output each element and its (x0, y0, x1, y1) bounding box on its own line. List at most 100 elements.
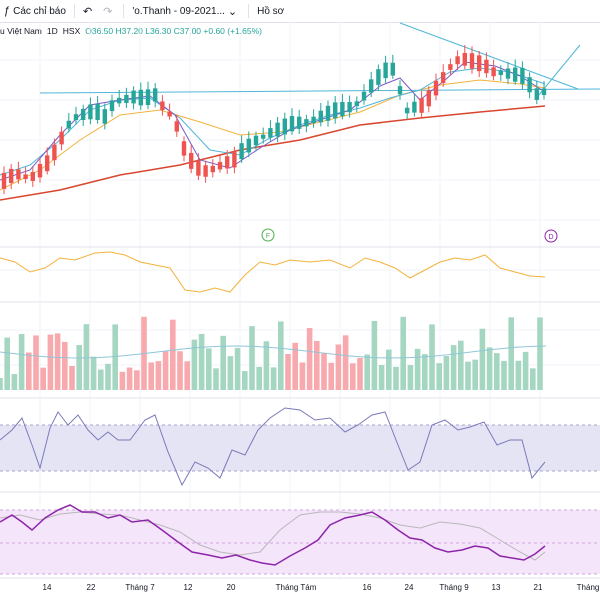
candle-body (498, 70, 503, 76)
candle-body (196, 160, 201, 176)
symbol-name[interactable]: u Việt Nam (0, 26, 42, 36)
d-marker-label: D (548, 234, 553, 241)
volume-bar (263, 341, 270, 390)
indicators-icon: ƒ (4, 5, 11, 17)
candle-body (340, 101, 345, 117)
volume-bar (537, 317, 543, 390)
volume-bar (314, 341, 320, 390)
candle-body (268, 128, 273, 138)
descending-trendline[interactable] (399, 22, 579, 90)
candle-body (117, 97, 122, 104)
volume-bar (278, 321, 284, 390)
volume-bar (479, 328, 486, 390)
volume-bar (234, 347, 241, 390)
volume-bar (191, 339, 198, 390)
candle-body (325, 105, 331, 121)
candle-body (441, 72, 446, 84)
candle-body (412, 101, 417, 113)
ma-mid-line (0, 79, 546, 191)
candle-body (95, 103, 100, 120)
candle-body (469, 53, 475, 69)
candle-body (275, 122, 280, 137)
candle-body (153, 88, 158, 102)
toolbar-divider (123, 4, 125, 18)
f-marker[interactable]: F (261, 228, 275, 242)
candle-body (282, 118, 287, 135)
volume-bar (26, 352, 32, 390)
candle-body (102, 109, 107, 124)
volume-bar (494, 353, 500, 390)
chevron-down-icon: ⌄ (227, 5, 238, 18)
candle-body (534, 88, 539, 100)
candle-body (289, 116, 295, 132)
stoch-band (0, 510, 600, 574)
time-axis[interactable]: 14 22 Tháng 7 12 20 Tháng Tám 16 24 Thán… (43, 583, 600, 592)
volume-bar (162, 351, 169, 390)
candle-body (390, 62, 395, 76)
candle-body (477, 55, 482, 72)
volume-bar (170, 319, 176, 390)
layout-name: 'o.Thanh - 09-2021... (132, 5, 225, 17)
candlesticks (1, 45, 547, 195)
volume-bar (11, 374, 18, 390)
ohlc-values: O36.50 H37.20 L36.30 C37.00 +0.60 (+1.65… (85, 26, 262, 36)
rsi-band (0, 425, 600, 471)
indicators-button[interactable]: ƒ Các chỉ báo (0, 0, 70, 22)
volume-bar (18, 334, 25, 390)
volume-bar (270, 367, 277, 390)
volume-bar (321, 352, 327, 390)
candle-body (347, 102, 352, 113)
candle-body (419, 98, 424, 113)
volume-bar (220, 335, 226, 390)
candle-body (174, 121, 179, 132)
chart-grid (0, 22, 600, 578)
candle-body (167, 111, 172, 117)
volume-bar (436, 363, 442, 390)
candle-body (513, 67, 518, 82)
volume-bar (328, 362, 334, 390)
layout-name-button[interactable]: 'o.Thanh - 09-2021... ⌄ (128, 0, 244, 22)
volume-bar (508, 317, 514, 390)
candle-body (189, 152, 194, 169)
horizontal-trendline[interactable] (39, 88, 600, 94)
top-toolbar: ƒ Các chỉ báo ↶ ↷ 'o.Thanh - 09-2021... … (0, 0, 600, 23)
candle-body (397, 86, 403, 95)
time-label: 12 (184, 583, 193, 592)
candle-body (261, 134, 266, 139)
volume-bar (450, 345, 457, 390)
volume-bar (465, 361, 471, 390)
profile-button[interactable]: Hồ sơ (253, 0, 288, 22)
volume-bar (256, 366, 262, 390)
stoch-k-line (0, 504, 546, 566)
time-label: 13 (492, 583, 501, 592)
candle-body (109, 100, 115, 112)
candle-body (369, 79, 374, 93)
undo-icon: ↶ (82, 5, 93, 18)
candle-body (484, 59, 489, 74)
volume-bar (69, 366, 75, 390)
volume-bar (62, 341, 68, 390)
candle-body (527, 77, 532, 93)
volume-bar (40, 367, 46, 390)
volume-bar (335, 344, 342, 390)
volume-bar (429, 324, 435, 390)
symbol-interval[interactable]: 1D (46, 26, 58, 36)
candle-body (131, 90, 136, 104)
redo-button[interactable]: ↷ (99, 0, 119, 22)
candle-body (81, 108, 86, 120)
candle-body (333, 102, 338, 119)
candle-body (376, 69, 381, 85)
volume-bar (306, 327, 313, 390)
candle-body (9, 168, 14, 184)
candle-body (145, 89, 151, 106)
volume-bar (371, 321, 378, 390)
volume-bar (206, 348, 212, 390)
undo-button[interactable]: ↶ (79, 0, 99, 22)
d-marker[interactable]: D (544, 229, 558, 243)
redo-icon: ↷ (103, 5, 113, 18)
symbol-legend: u Việt Nam 1D HSX O36.50 H37.20 L36.30 C… (0, 24, 262, 38)
time-label: 16 (363, 583, 372, 592)
volume-bar (285, 354, 291, 390)
volume-bar (54, 333, 61, 390)
